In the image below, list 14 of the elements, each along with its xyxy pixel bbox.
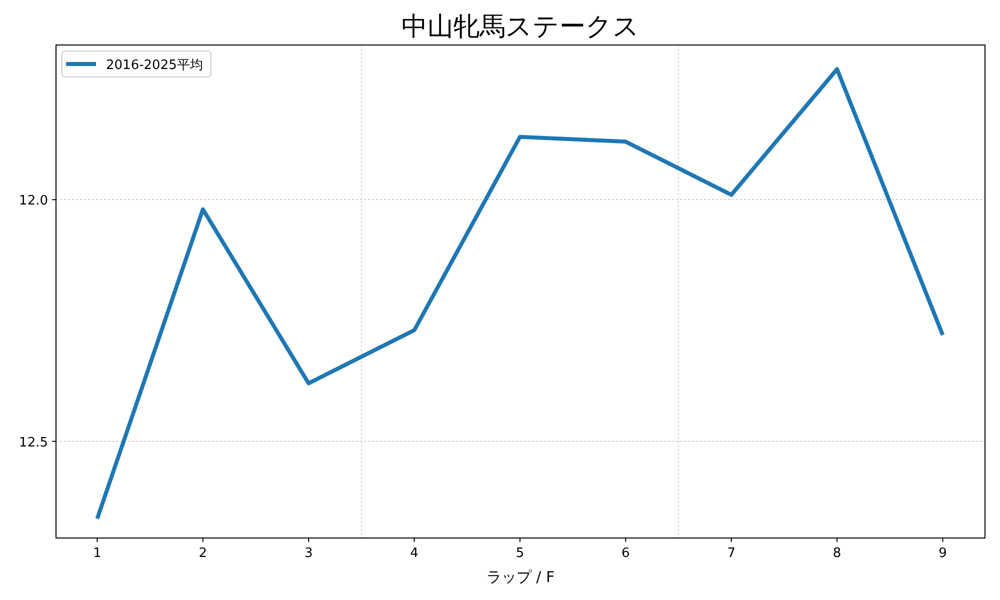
y-tick-label: 12.0 xyxy=(19,194,48,209)
x-tick-label: 9 xyxy=(938,546,947,561)
y-tick-label: 12.5 xyxy=(19,435,48,450)
x-tick-label: 3 xyxy=(304,546,313,561)
x-axis-title: ラップ / F xyxy=(486,568,555,586)
legend-label: 2016-2025平均 xyxy=(106,58,203,73)
x-tick-label: 7 xyxy=(727,546,736,561)
x-tick-label: 2 xyxy=(198,546,208,561)
chart-title: 中山牝馬ステークス xyxy=(402,12,640,42)
x-tick-label: 8 xyxy=(832,546,842,561)
x-tick-label: 6 xyxy=(622,546,630,561)
x-tick-label: 1 xyxy=(93,546,102,561)
x-tick-label: 4 xyxy=(410,546,418,561)
x-tick-label: 5 xyxy=(516,546,524,561)
